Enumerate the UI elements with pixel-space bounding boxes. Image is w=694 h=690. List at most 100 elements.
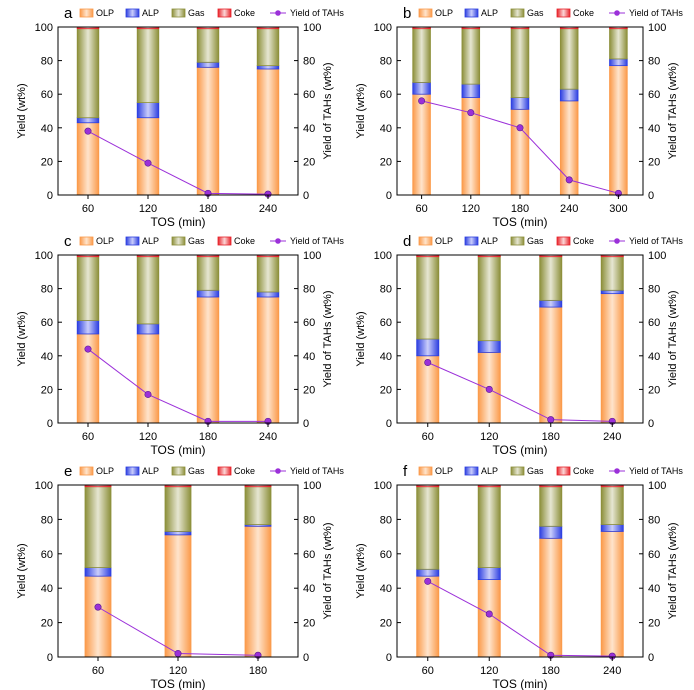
x-tick-label: 60	[82, 203, 94, 215]
legend-marker-tahs	[614, 468, 620, 474]
legend-label: ALP	[142, 236, 159, 246]
x-tick-label: 240	[259, 203, 277, 215]
y2-tick-label: 100	[303, 480, 321, 492]
y2-tick-label: 80	[648, 514, 660, 526]
bar-segment-gas	[76, 256, 100, 321]
bar-segment-olp	[136, 333, 160, 424]
x-tick-label: 240	[259, 431, 277, 443]
bar-segment-olp	[84, 575, 112, 658]
legend-swatch-coke	[217, 236, 232, 246]
legend-label: ALP	[481, 466, 498, 476]
y-tick-label: 60	[41, 549, 53, 561]
x-axis-label: TOS (min)	[492, 215, 547, 229]
x-tick-label: 120	[462, 203, 480, 215]
y2-tick-label: 0	[303, 418, 309, 430]
y2-tick-label: 60	[303, 317, 315, 329]
x-tick-label: 60	[82, 431, 94, 443]
bar-segment-alp	[600, 289, 624, 295]
tahs-point	[144, 390, 152, 398]
legend-label: OLP	[435, 8, 453, 18]
tahs-point	[174, 650, 182, 658]
y-tick-label: 80	[380, 56, 392, 68]
x-tick-label: 240	[603, 431, 621, 443]
y-tick-label: 40	[41, 351, 53, 363]
bar-segment-olp	[539, 306, 563, 424]
y2-tick-label: 80	[648, 56, 660, 68]
bar-segment-alp	[196, 61, 220, 68]
y-tick-label: 40	[41, 123, 53, 135]
y2-tick-label: 100	[303, 250, 321, 262]
legend: OLP ALP Gas Coke Yield of TAHs	[79, 8, 344, 18]
y2-tick-label: 40	[648, 123, 660, 135]
legend-label: Gas	[188, 466, 205, 476]
y-tick-label: 0	[386, 190, 392, 202]
legend-marker-tahs	[614, 10, 620, 16]
legend-label: Gas	[527, 8, 544, 18]
y-tick-label: 0	[47, 418, 53, 430]
chart-panel-e: 0 0 20 20 40 40 60 60 80 80 100 100 60 120 180 TOS (min…	[16, 463, 344, 690]
y2-tick-label: 40	[303, 123, 315, 135]
panel-label: d	[403, 233, 411, 250]
bar-segment-alp	[136, 102, 160, 119]
y-tick-label: 20	[41, 618, 53, 630]
legend-swatch-gas	[171, 8, 186, 18]
y2-tick-label: 80	[303, 514, 315, 526]
legend-label: Coke	[573, 8, 594, 18]
bar-segment-alp	[539, 525, 563, 539]
y2-tick-label: 20	[303, 384, 315, 396]
y-tick-label: 20	[41, 156, 53, 168]
y2-tick-label: 100	[648, 480, 666, 492]
y-tick-label: 100	[374, 22, 392, 34]
x-axis-label: TOS (min)	[150, 443, 205, 457]
y-tick-label: 100	[374, 250, 392, 262]
bar-segment-gas	[416, 256, 440, 340]
y2-tick-label: 80	[303, 56, 315, 68]
y2-tick-label: 60	[648, 317, 660, 329]
bar-segment-gas	[164, 486, 192, 532]
legend-swatch-olp	[79, 466, 94, 476]
y-tick-label: 100	[35, 250, 53, 262]
y-tick-label: 60	[380, 549, 392, 561]
legend-swatch-coke	[556, 236, 571, 246]
x-tick-label: 60	[422, 431, 434, 443]
legend-swatch-alp	[125, 236, 140, 246]
y-tick-label: 80	[41, 56, 53, 68]
bar-segment-alp	[510, 97, 530, 110]
y-axis-label: Yield (wt%)	[16, 311, 28, 366]
y-tick-label: 40	[380, 123, 392, 135]
legend-label: OLP	[96, 466, 114, 476]
bar-segment-olp	[164, 534, 192, 658]
x-tick-label: 240	[560, 203, 578, 215]
plot-frame	[57, 254, 299, 424]
tahs-point	[547, 416, 555, 424]
bar-segment-alp	[609, 58, 628, 67]
legend-marker-tahs	[275, 468, 281, 474]
panel-label: b	[403, 5, 411, 22]
legend-label: Coke	[234, 8, 255, 18]
tahs-point	[565, 176, 573, 184]
bar-segment-alp	[559, 88, 579, 102]
bar-segment-gas	[416, 486, 440, 570]
y2-tick-label: 40	[303, 583, 315, 595]
bar-segment-olp	[256, 68, 280, 196]
tahs-line	[427, 362, 613, 422]
y-tick-label: 0	[47, 652, 53, 664]
legend-swatch-olp	[418, 466, 433, 476]
legend-label: OLP	[96, 236, 114, 246]
bar-segment-gas	[196, 256, 220, 291]
x-tick-label: 120	[480, 431, 498, 443]
legend-label: OLP	[96, 8, 114, 18]
tahs-point	[424, 359, 432, 367]
bar-segment-gas	[477, 256, 501, 342]
tahs-point	[144, 159, 152, 167]
bar-segment-olp	[412, 93, 431, 196]
x-tick-label: 180	[511, 203, 529, 215]
bar-segment-olp	[136, 117, 160, 196]
legend-swatch-gas	[510, 8, 525, 18]
y-tick-label: 100	[374, 480, 392, 492]
y2-tick-label: 20	[303, 156, 315, 168]
panel-label: e	[64, 463, 72, 480]
plot-frame	[57, 26, 299, 196]
y2-tick-label: 100	[648, 250, 666, 262]
x-tick-label: 300	[609, 203, 627, 215]
